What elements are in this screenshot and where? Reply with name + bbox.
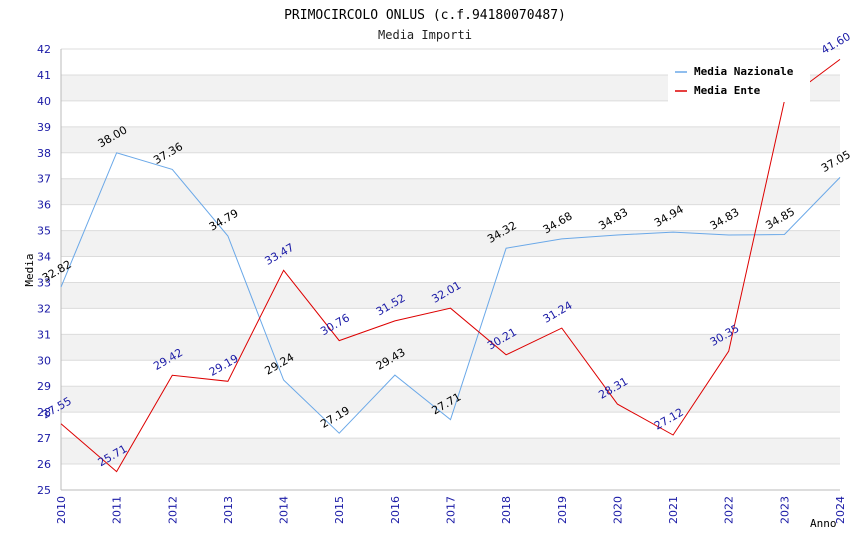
x-tick-label: 2022	[723, 496, 736, 524]
data-label: 34.83	[596, 206, 630, 233]
gridlines	[61, 48, 840, 491]
plot-band	[61, 230, 840, 257]
y-tick-label: 34	[37, 251, 51, 264]
x-tick-label: 2018	[500, 496, 513, 524]
y-tick-label: 41	[37, 69, 51, 82]
y-tick-label: 30	[37, 354, 51, 367]
y-axis-label: Media	[23, 253, 36, 286]
x-tick-label: 2010	[55, 496, 68, 524]
y-tick-label: 35	[37, 225, 51, 238]
x-tick-label: 2019	[556, 496, 569, 524]
legend: Media Nazionale Media Ente	[668, 60, 810, 102]
x-axis-label: Anno	[810, 517, 837, 530]
y-tick-label: 26	[37, 458, 51, 471]
y-tick-label: 36	[37, 199, 51, 212]
legend-box	[668, 60, 810, 102]
x-tick-label: 2016	[389, 496, 402, 524]
data-label: 34.83	[708, 206, 742, 233]
plot-band	[61, 334, 840, 361]
series-line-media-nazionale	[60, 152, 841, 434]
y-tick-label: 40	[37, 95, 51, 108]
y-tick-label: 25	[37, 484, 51, 497]
y-tick-label: 33	[37, 276, 51, 289]
y-tick-label: 37	[37, 173, 51, 186]
x-tick-label: 2017	[445, 496, 458, 524]
y-tick-label: 38	[37, 147, 51, 160]
y-tick-label: 28	[37, 406, 51, 419]
plot-band	[61, 126, 840, 153]
legend-label: Media Ente	[694, 84, 761, 97]
data-label: 41.60	[819, 30, 850, 57]
data-label: 34.85	[763, 205, 797, 232]
data-label: 34.94	[652, 203, 686, 230]
x-tick-label: 2023	[778, 496, 791, 524]
x-tick-label: 2012	[166, 496, 179, 524]
plot-bands	[61, 74, 840, 465]
chart-subtitle: Media Importi	[378, 28, 472, 42]
x-tick-label: 2011	[111, 496, 124, 524]
axes	[60, 49, 840, 491]
plot-band	[61, 178, 840, 205]
y-tick-label: 27	[37, 432, 51, 445]
x-tick-label: 2021	[667, 496, 680, 524]
plot-band	[61, 438, 840, 465]
x-tick-labels: 2010 2011 2012 2013 2014 2015 2016 2017 2018 2019…	[55, 496, 847, 524]
y-tick-label: 32	[37, 302, 51, 315]
series-lines	[60, 58, 841, 473]
x-tick-label: 2024	[834, 496, 847, 524]
plot-band	[61, 386, 840, 413]
data-label: 34.79	[207, 207, 241, 234]
x-tick-label: 2015	[333, 496, 346, 524]
data-label: 27.55	[40, 394, 74, 421]
x-tick-label: 2014	[278, 496, 291, 524]
series-line-media-ente	[60, 58, 841, 473]
y-tick-label: 29	[37, 380, 51, 393]
plot-band	[61, 282, 840, 309]
x-tick-label: 2020	[611, 496, 624, 524]
y-tick-label: 42	[37, 43, 51, 56]
legend-label: Media Nazionale	[694, 65, 794, 78]
y-tick-labels: 25 26 27 28 29 30 31 32 33 34 35 36 37 38 39 40 41 42	[37, 43, 51, 497]
y-tick-label: 39	[37, 121, 51, 134]
chart-title: PRIMOCIRCOLO ONLUS (c.f.94180070487)	[284, 8, 566, 23]
y-tick-label: 31	[37, 328, 51, 341]
x-tick-label: 2013	[222, 496, 235, 524]
